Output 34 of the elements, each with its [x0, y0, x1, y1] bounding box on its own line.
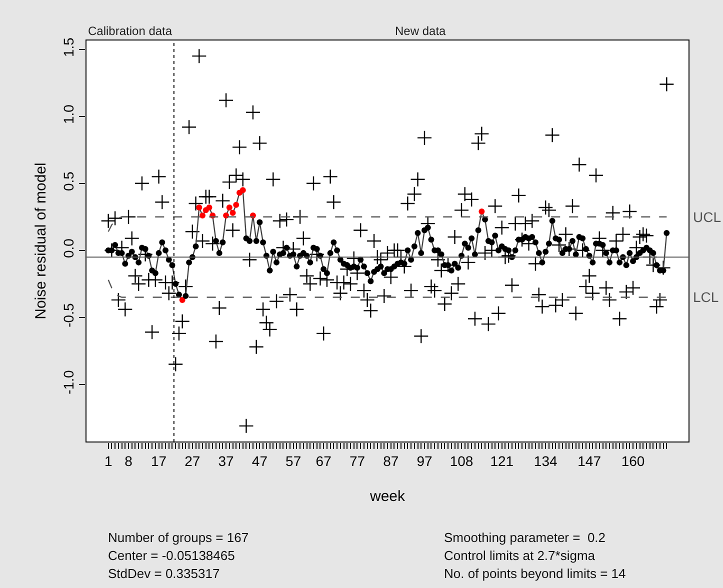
- x-tick-label: 77: [349, 452, 366, 469]
- text: Number of groups = 167: [108, 530, 249, 545]
- y-tick-label: 1.5: [60, 37, 76, 58]
- x-tick-label: 57: [286, 452, 302, 469]
- y-tick-label: -0.5: [60, 303, 76, 328]
- x-tick-label: 87: [383, 452, 399, 469]
- text: Center = -0.05138465: [108, 548, 235, 563]
- text: Smoothing parameter = 0.2: [444, 530, 606, 545]
- text: No. of points beyond limits = 14: [444, 566, 626, 581]
- x-tick-label: 67: [316, 452, 332, 469]
- series-label: UCL: [693, 209, 722, 225]
- x-tick-label: 160: [621, 452, 645, 469]
- x-axis-title: week: [368, 488, 406, 505]
- series-label: LCL: [693, 289, 719, 305]
- x-tick-label: 108: [450, 452, 474, 469]
- x-tick-label: 97: [416, 452, 432, 469]
- x-tick-label: 1: [104, 452, 112, 469]
- y-tick-label: 1.0: [60, 104, 76, 124]
- y-axis-title: Noise residual of model: [32, 162, 50, 320]
- text: StdDev = 0.335317: [108, 566, 220, 581]
- y-tick-label: 0.0: [60, 238, 76, 258]
- x-tick-label: 47: [252, 452, 268, 469]
- x-tick-label: 27: [184, 452, 200, 469]
- x-tick-label: 147: [578, 452, 602, 469]
- x-tick-label: 17: [151, 452, 167, 469]
- text: Calibration data: [88, 24, 172, 38]
- y-tick-label: 0.5: [60, 171, 76, 192]
- text: Control limits at 2.7*sigma: [444, 548, 596, 563]
- text: New data: [395, 24, 446, 38]
- x-tick-label: 134: [534, 452, 558, 469]
- x-tick-label: 121: [490, 452, 514, 469]
- y-tick-label: -1.0: [60, 370, 76, 394]
- x-tick-label: 37: [218, 452, 234, 469]
- x-tick-label: 8: [124, 452, 133, 469]
